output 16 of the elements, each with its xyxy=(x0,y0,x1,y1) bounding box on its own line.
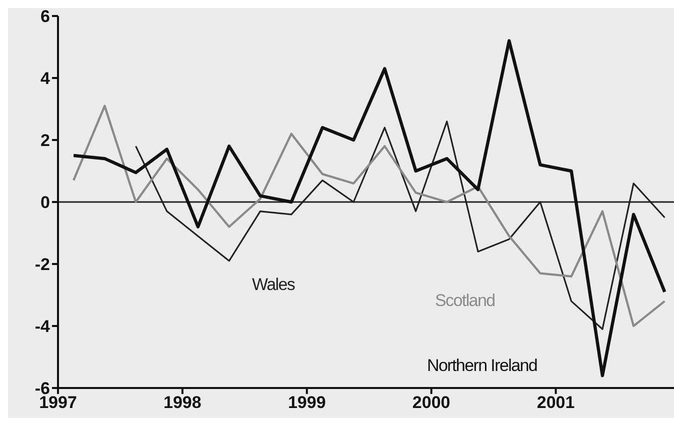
x-tick-label: 2001 xyxy=(536,393,575,412)
line-series xyxy=(72,104,666,328)
y-tick-label: 2 xyxy=(40,131,50,150)
series-label: Wales xyxy=(252,275,295,294)
y-tick-label: 6 xyxy=(40,7,50,26)
y-tick-label: 0 xyxy=(40,193,50,212)
y-tick-label: -2 xyxy=(34,255,50,274)
y-tick-label: 4 xyxy=(40,69,51,88)
x-tick-label: 1999 xyxy=(288,393,326,412)
text: Northern Ireland xyxy=(427,356,538,375)
y-tick-label: -4 xyxy=(34,317,51,336)
x-tick-label: 1998 xyxy=(164,393,202,412)
line-series xyxy=(72,39,666,378)
text: Scotland xyxy=(435,291,496,310)
x-tick-label: 1997 xyxy=(39,393,77,412)
x-tick-label: 2000 xyxy=(412,393,450,412)
